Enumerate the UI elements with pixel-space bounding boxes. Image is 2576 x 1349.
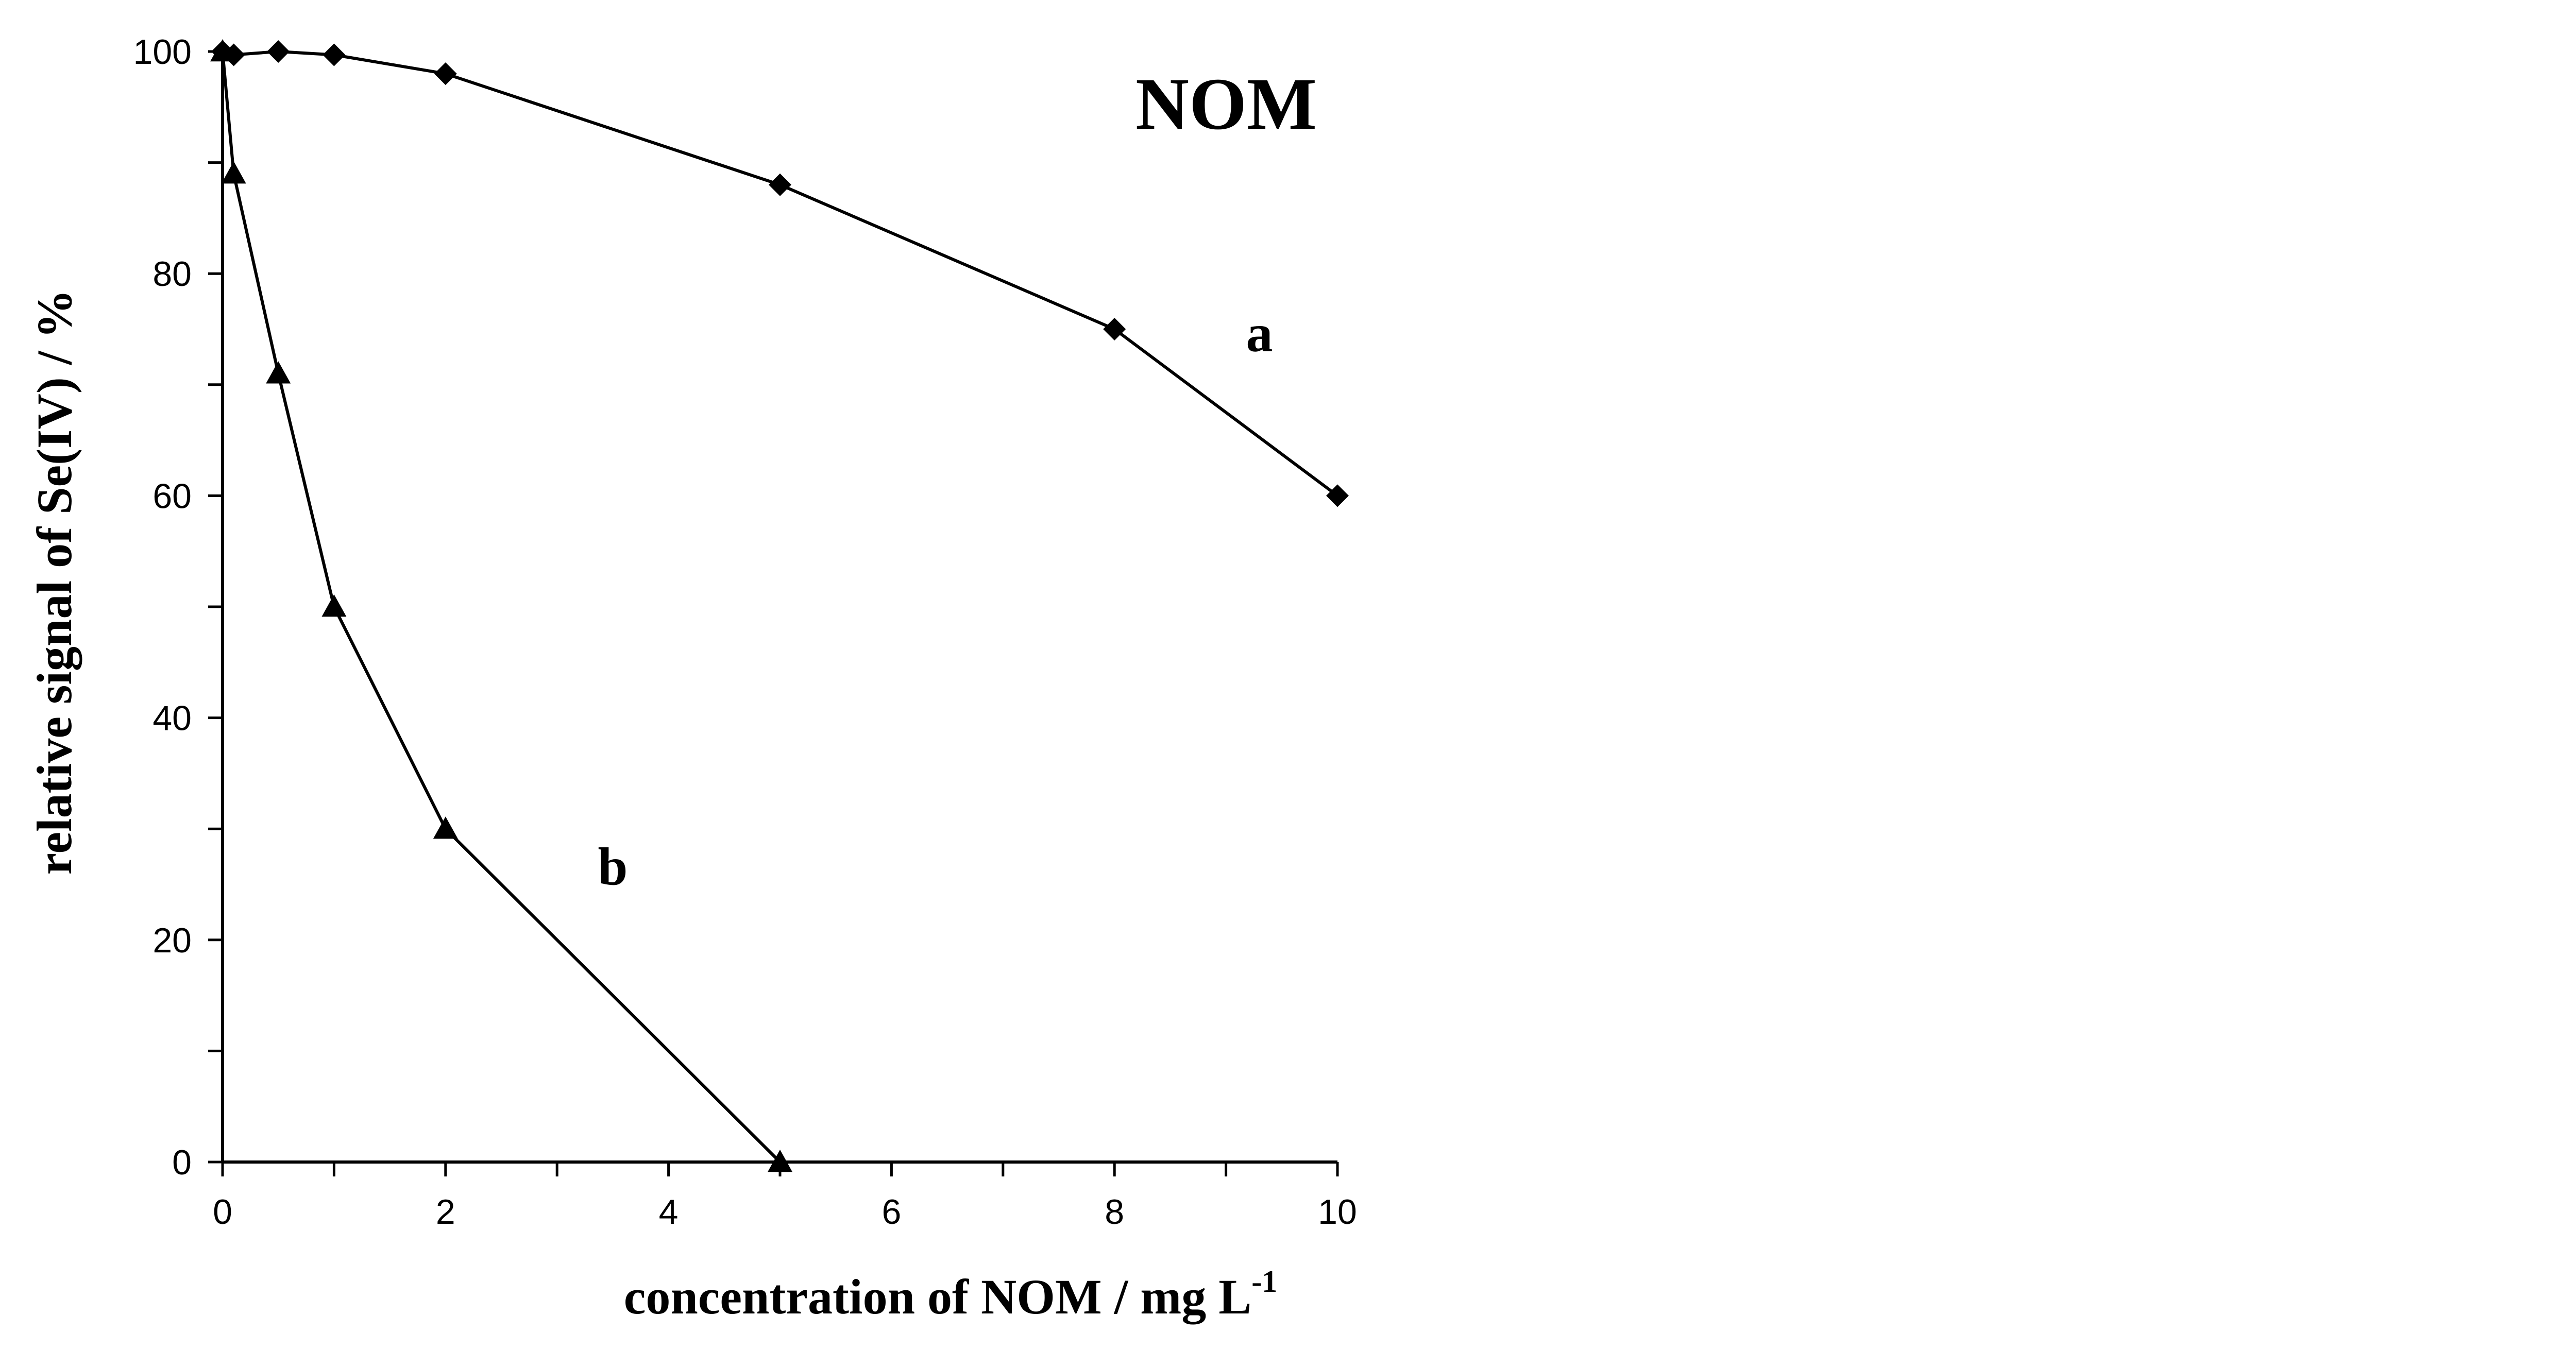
axes <box>221 52 1337 1164</box>
data-point-b <box>433 816 458 839</box>
x-tick-label: 0 <box>213 1192 232 1232</box>
data-point-a <box>323 43 346 66</box>
y-tick-label: 0 <box>172 1143 192 1182</box>
y-tick-label: 20 <box>152 921 192 960</box>
x-tick-label: 8 <box>1105 1192 1124 1232</box>
ticks: 0 20 40 60 80 100 0 2 4 6 8 10 <box>133 32 1357 1232</box>
y-tick-label: 40 <box>152 699 192 738</box>
data-point-b <box>221 161 246 184</box>
data-point-b <box>768 1150 792 1172</box>
series-label-b: b <box>598 837 628 896</box>
data-point-a <box>769 173 791 196</box>
x-axis-title-main: concentration of NOM / mg L <box>624 1269 1251 1324</box>
data-point-b <box>210 39 235 62</box>
y-tick-label: 80 <box>152 254 192 294</box>
x-tick-label: 2 <box>436 1192 455 1232</box>
x-tick-label: 4 <box>659 1192 679 1232</box>
data-point-a <box>1103 318 1126 340</box>
y-tick-label: 100 <box>133 32 192 72</box>
markers-group <box>210 39 1349 1172</box>
x-tick-label: 10 <box>1318 1192 1357 1232</box>
data-point-a <box>267 40 290 63</box>
y-tick-label: 60 <box>152 476 192 516</box>
data-point-b <box>266 361 291 384</box>
series-label-a: a <box>1246 304 1273 363</box>
y-axis-title: relative signal of Se(IV) / % <box>27 289 82 875</box>
data-point-a <box>434 62 457 86</box>
x-axis-title: concentration of NOM / mg L-1 <box>624 1265 1277 1324</box>
chart-title: NOM <box>1136 63 1317 145</box>
series-line-b <box>221 51 782 1164</box>
series-group <box>221 50 1338 1164</box>
x-tick-label: 6 <box>882 1192 901 1232</box>
data-point-a <box>1326 484 1349 507</box>
data-point-b <box>321 594 347 617</box>
series-labels: ab <box>598 304 1273 896</box>
x-axis-title-superscript: -1 <box>1251 1265 1277 1299</box>
